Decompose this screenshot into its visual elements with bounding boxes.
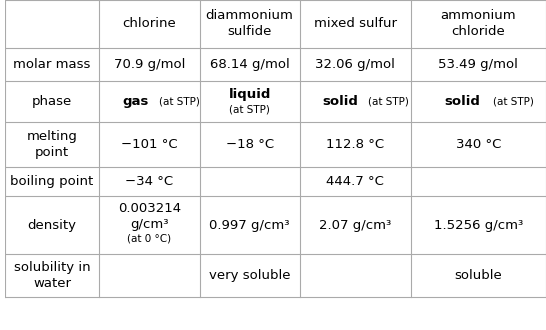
Text: (at STP): (at STP) [229,105,270,115]
Text: mixed sulfur: mixed sulfur [313,17,396,30]
Text: (at 0 °C): (at 0 °C) [127,233,171,244]
Text: 2.07 g/cm³: 2.07 g/cm³ [319,219,391,232]
Text: 32.06 g/mol: 32.06 g/mol [315,58,395,71]
Text: chlorine: chlorine [122,17,176,30]
Text: molar mass: molar mass [13,58,91,71]
Text: boiling point: boiling point [10,175,93,188]
Text: soluble: soluble [454,269,502,282]
Text: gas: gas [123,95,149,108]
Text: liquid: liquid [228,88,271,101]
Text: 53.49 g/mol: 53.49 g/mol [438,58,518,71]
Text: 70.9 g/mol: 70.9 g/mol [114,58,185,71]
Text: very soluble: very soluble [209,269,290,282]
Text: solid: solid [444,95,480,108]
Text: density: density [27,219,76,232]
Text: (at STP): (at STP) [159,96,200,107]
Text: 68.14 g/mol: 68.14 g/mol [210,58,289,71]
Text: −101 °C: −101 °C [121,138,178,151]
Text: diammonium
sulfide: diammonium sulfide [206,10,294,38]
Text: 0.003214
g/cm³: 0.003214 g/cm³ [118,203,181,231]
Text: −18 °C: −18 °C [225,138,274,151]
Text: 444.7 °C: 444.7 °C [326,175,384,188]
Text: (at STP): (at STP) [493,96,534,107]
Text: solubility in
water: solubility in water [14,261,90,290]
Text: 0.997 g/cm³: 0.997 g/cm³ [209,219,290,232]
Text: 340 °C: 340 °C [456,138,501,151]
Text: solid: solid [322,95,358,108]
Text: 1.5256 g/cm³: 1.5256 g/cm³ [434,219,523,232]
Text: 112.8 °C: 112.8 °C [326,138,384,151]
Text: (at STP): (at STP) [369,96,409,107]
Text: −34 °C: −34 °C [126,175,174,188]
Text: phase: phase [32,95,72,108]
Text: ammonium
chloride: ammonium chloride [441,10,516,38]
Text: melting
point: melting point [27,130,78,159]
